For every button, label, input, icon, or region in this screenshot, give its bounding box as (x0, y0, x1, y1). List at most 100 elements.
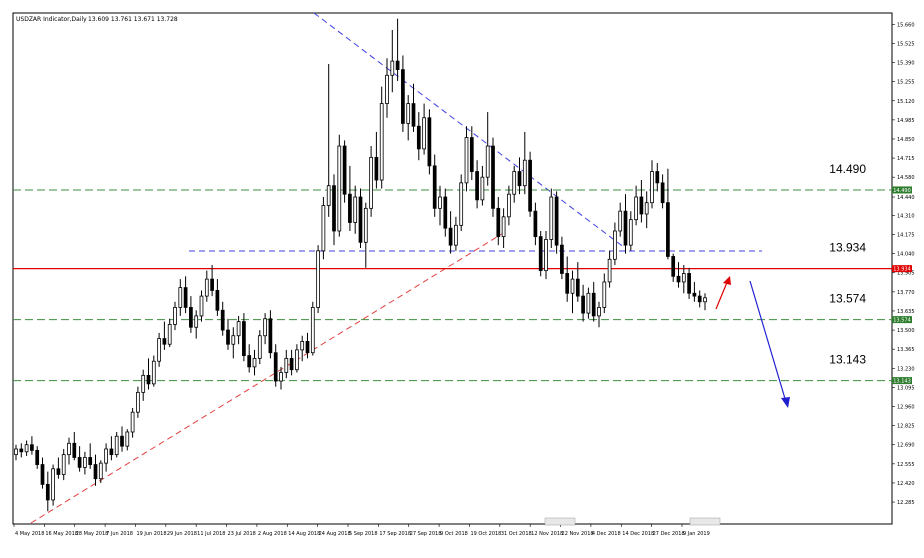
candle-body (522, 159, 527, 187)
candle (231, 327, 236, 359)
candle-body (104, 448, 108, 464)
red-dashed-uptrend[interactable] (30, 231, 506, 524)
candle (310, 301, 315, 356)
candle-body (570, 278, 575, 294)
x-tick-label: 19 Oct 2018 (470, 531, 501, 537)
horizontal-levels (13, 189, 892, 382)
price-tag: 13.934 (893, 267, 911, 273)
candle (109, 436, 114, 461)
candle (210, 264, 214, 297)
blue-dashed-downtrend[interactable] (313, 12, 626, 249)
candle (151, 355, 156, 387)
y-tick-label: 14.985 (897, 118, 915, 124)
marker-left[interactable] (544, 517, 576, 526)
y-tick-label: 13.500 (897, 328, 915, 334)
candle (130, 407, 135, 438)
price-tag: 13.574 (893, 318, 911, 324)
scroll-markers (544, 517, 721, 526)
marker-right[interactable] (689, 517, 721, 526)
candle-body (321, 205, 326, 252)
y-tick-label: 15.255 (897, 80, 915, 86)
candle-body (650, 171, 654, 204)
candle-body (379, 103, 384, 181)
candle (454, 216, 458, 251)
candle (194, 310, 199, 339)
blue-arrow-head (781, 397, 790, 408)
y-tick-label: 13.365 (897, 347, 915, 353)
candle (666, 168, 670, 260)
candle-body (395, 60, 400, 71)
candle (538, 230, 543, 277)
candle (522, 131, 527, 195)
candle-body (40, 464, 45, 485)
level-label: 13.143 (829, 353, 866, 367)
y-tick-label: 14.715 (897, 156, 915, 162)
candle (395, 18, 400, 81)
price-tag-bg (892, 186, 912, 194)
y-tick-label: 14.850 (897, 137, 915, 143)
candle (401, 55, 405, 132)
candle-body (432, 165, 437, 209)
candle-body (618, 210, 623, 232)
candle-body (639, 196, 644, 215)
y-tick-label: 12.420 (897, 481, 915, 487)
candle (268, 310, 273, 359)
candle (560, 236, 564, 280)
candle-body (252, 357, 257, 368)
candle-body (671, 256, 676, 277)
candle (136, 386, 140, 418)
candle-body (575, 278, 580, 297)
candle (300, 335, 305, 362)
candle-body (644, 202, 649, 215)
candle (114, 431, 119, 458)
x-tick-label: 27 Dec 2018 (653, 531, 685, 537)
candle (581, 284, 585, 322)
candle-body (83, 457, 87, 468)
candle-body (51, 468, 55, 501)
candle (353, 185, 358, 234)
candle (204, 270, 209, 302)
candle-body (98, 462, 103, 480)
candle-body (660, 182, 665, 204)
forecast-arrows (715, 276, 790, 408)
candle-body (30, 444, 34, 451)
candle-body (226, 329, 230, 345)
candle (703, 293, 707, 311)
y-tick-label: 15.120 (897, 99, 915, 105)
candle-body (485, 145, 490, 178)
candle (30, 436, 34, 455)
y-tick-label: 12.960 (897, 405, 915, 411)
candle (363, 202, 368, 268)
candle (464, 126, 469, 192)
candle-body (687, 273, 691, 294)
candle-body (77, 457, 82, 468)
candle-body (326, 185, 331, 206)
candle (528, 151, 532, 217)
candle (326, 63, 331, 217)
candle-body (215, 290, 220, 311)
candle-body (337, 145, 342, 232)
candle-body (109, 448, 114, 456)
candlesticks (14, 18, 707, 512)
candle-body (703, 297, 707, 303)
x-tick-label: 24 Aug 2018 (319, 531, 351, 537)
candle (618, 202, 623, 237)
candle-body (549, 196, 554, 240)
y-tick-label: 12.825 (897, 424, 915, 430)
y-tick-label: 14.040 (897, 252, 915, 258)
candle (358, 188, 363, 248)
candle-body (390, 60, 395, 76)
candle (591, 281, 596, 322)
candle-body (189, 307, 193, 328)
candle (628, 211, 633, 251)
candle-body (554, 196, 559, 246)
candle-body (289, 357, 294, 371)
candle (496, 197, 501, 246)
candle (279, 366, 283, 390)
candle (305, 332, 310, 359)
candle (491, 137, 495, 217)
candle (88, 443, 93, 469)
candle-body (263, 318, 267, 337)
x-tick-label: 14 Dec 2018 (622, 531, 654, 537)
candle-body (93, 464, 98, 480)
